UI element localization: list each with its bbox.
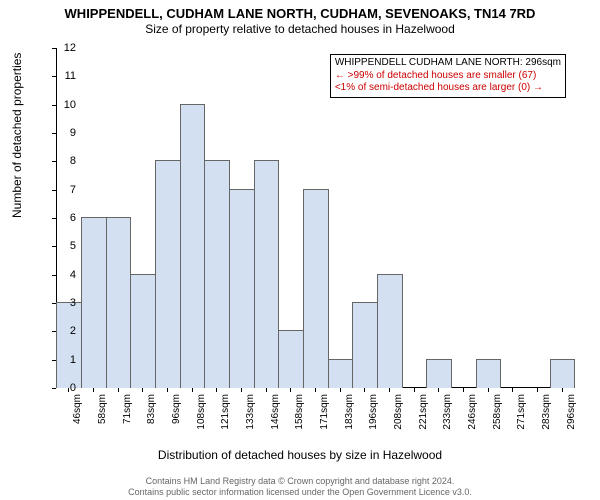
y-axis-label: Number of detached properties [10, 53, 24, 218]
footer-line-2: Contains public sector information licen… [0, 487, 600, 498]
plot-area: 46sqm58sqm71sqm83sqm96sqm108sqm121sqm133… [56, 48, 574, 388]
x-tick-label: 58sqm [97, 394, 108, 424]
x-tick-label: 146sqm [270, 394, 281, 430]
annotation-box: WHIPPENDELL CUDHAM LANE NORTH: 296sqm← >… [330, 54, 566, 98]
x-tick-label: 133sqm [245, 394, 256, 430]
x-tick-label: 258sqm [492, 394, 503, 430]
x-tick-label: 46sqm [72, 394, 83, 424]
y-tick-label: 3 [52, 297, 76, 309]
bar [130, 274, 156, 388]
y-tick-label: 11 [52, 70, 76, 82]
y-tick-label: 8 [52, 155, 76, 167]
bar [328, 359, 354, 388]
chart-container: WHIPPENDELL, CUDHAM LANE NORTH, CUDHAM, … [0, 0, 600, 500]
x-tick-label: 283sqm [541, 394, 552, 430]
x-tick-label: 296sqm [566, 394, 577, 430]
y-tick-label: 9 [52, 127, 76, 139]
x-axis-label: Distribution of detached houses by size … [0, 448, 600, 462]
x-tick-label: 158sqm [294, 394, 305, 430]
bar [426, 359, 452, 388]
y-tick-label: 6 [52, 212, 76, 224]
bar [254, 160, 280, 388]
bar [204, 160, 230, 388]
x-tick-label: 233sqm [442, 394, 453, 430]
bar [278, 330, 304, 388]
annotation-line-3: <1% of semi-detached houses are larger (… [335, 82, 561, 95]
x-tick-label: 71sqm [122, 394, 133, 424]
x-tick-label: 121sqm [220, 394, 231, 430]
y-tick-label: 1 [52, 354, 76, 366]
bar [550, 359, 576, 388]
annotation-line-1: WHIPPENDELL CUDHAM LANE NORTH: 296sqm [335, 57, 561, 70]
footer-attribution: Contains HM Land Registry data © Crown c… [0, 476, 600, 498]
bar [56, 302, 82, 388]
bar [229, 189, 255, 388]
x-tick-label: 271sqm [516, 394, 527, 430]
y-tick-label: 10 [52, 99, 76, 111]
x-tick-label: 196sqm [368, 394, 379, 430]
y-tick-label: 2 [52, 325, 76, 337]
x-tick-label: 183sqm [344, 394, 355, 430]
x-tick-label: 108sqm [196, 394, 207, 430]
x-tick-label: 171sqm [319, 394, 330, 430]
y-tick-label: 5 [52, 240, 76, 252]
bar [180, 104, 206, 388]
chart-title: WHIPPENDELL, CUDHAM LANE NORTH, CUDHAM, … [0, 0, 600, 21]
x-tick-label: 246sqm [467, 394, 478, 430]
chart-subtitle: Size of property relative to detached ho… [0, 21, 600, 36]
x-tick-label: 221sqm [418, 394, 429, 430]
y-tick-label: 4 [52, 269, 76, 281]
footer-line-1: Contains HM Land Registry data © Crown c… [0, 476, 600, 487]
x-tick-label: 208sqm [393, 394, 404, 430]
y-tick-label: 12 [52, 42, 76, 54]
bar [155, 160, 181, 388]
bar [476, 359, 502, 388]
bar [303, 189, 329, 388]
y-tick-label: 0 [52, 382, 76, 394]
bar [377, 274, 403, 388]
bar [81, 217, 107, 388]
bar [106, 217, 132, 388]
y-tick-label: 7 [52, 184, 76, 196]
annotation-line-2: ← >99% of detached houses are smaller (6… [335, 70, 561, 83]
bar [352, 302, 378, 388]
x-tick-label: 83sqm [146, 394, 157, 424]
x-tick-label: 96sqm [171, 394, 182, 424]
